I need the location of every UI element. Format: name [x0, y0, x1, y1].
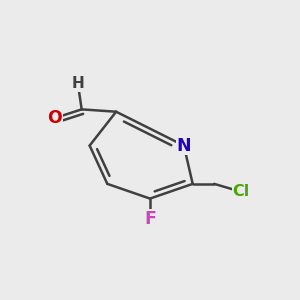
Text: O: O — [47, 109, 62, 127]
Text: Cl: Cl — [233, 184, 250, 199]
Text: H: H — [71, 76, 84, 91]
Text: N: N — [176, 136, 191, 154]
Text: F: F — [144, 210, 156, 228]
